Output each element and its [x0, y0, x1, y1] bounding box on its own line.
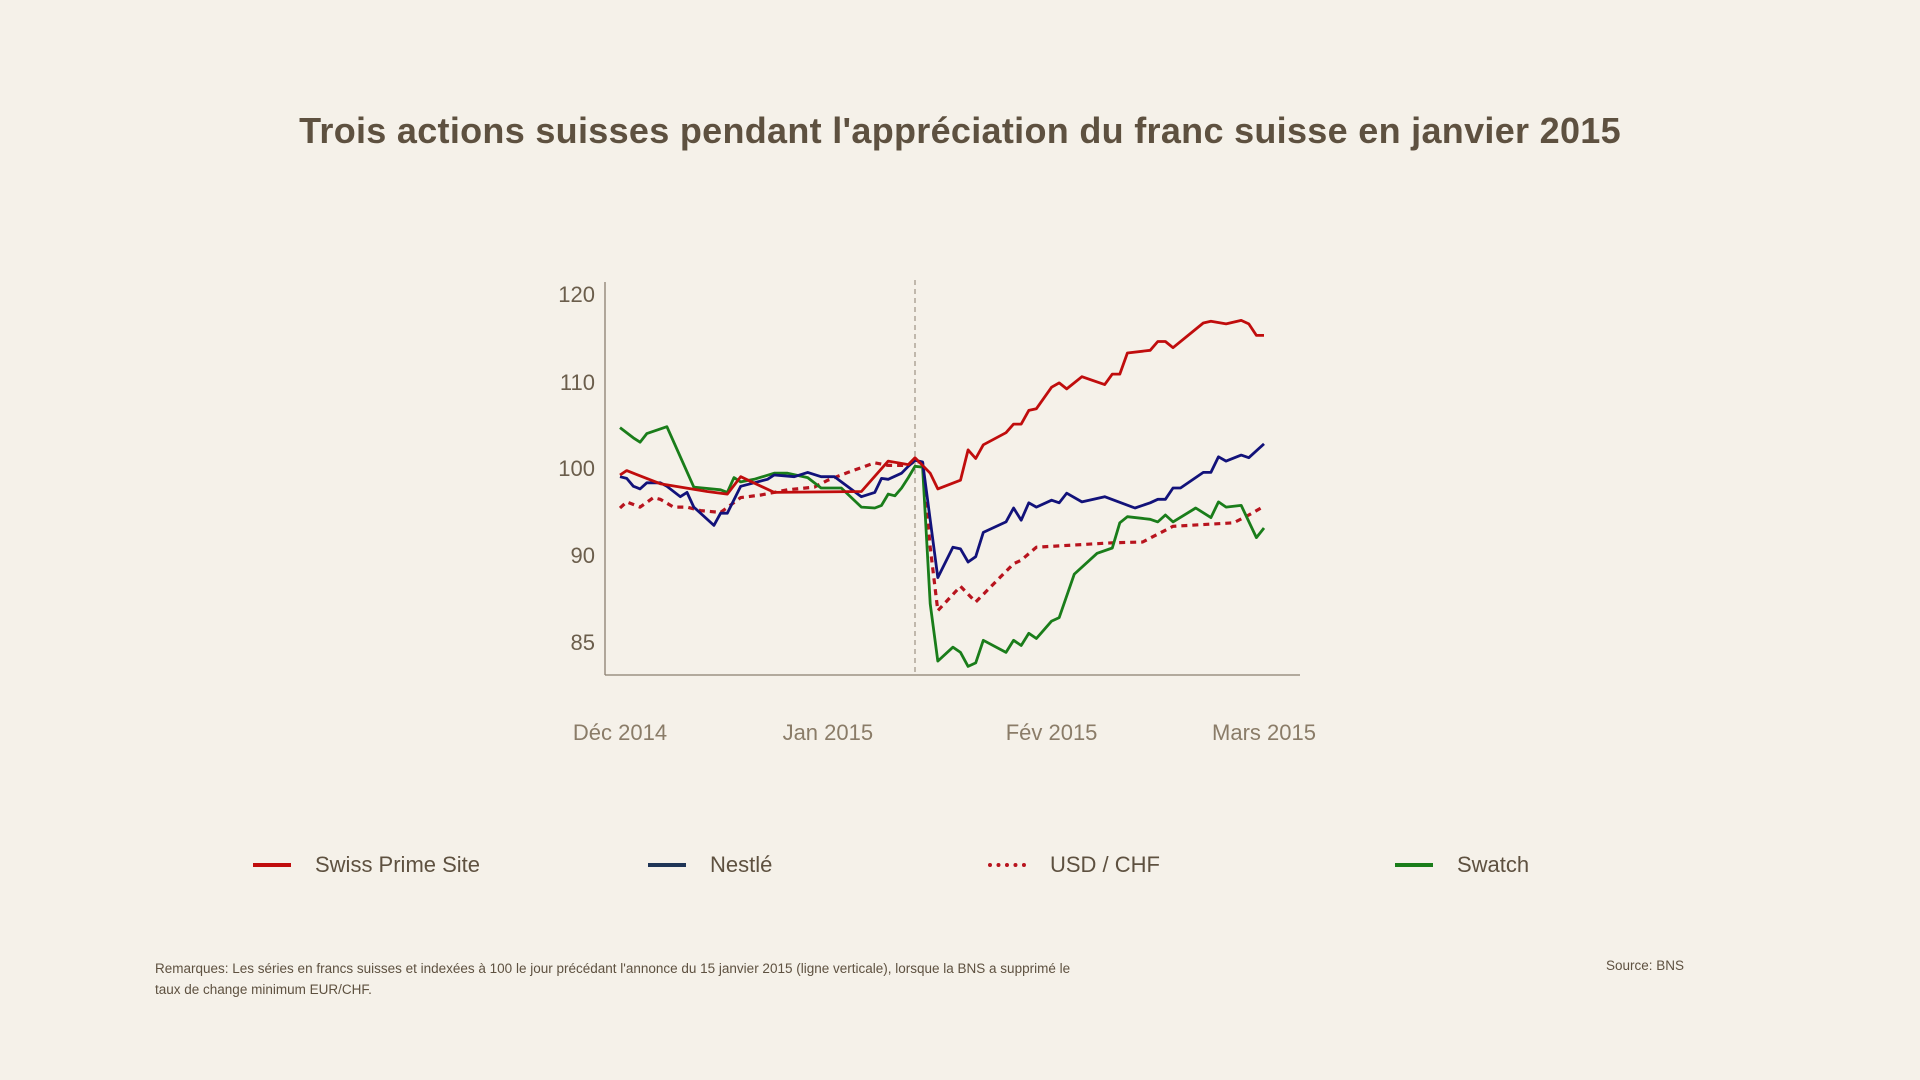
remarks-note: Remarques: Les séries en francs suisses … — [155, 961, 1071, 997]
series-line-swiss-prime-site — [619, 318, 1264, 496]
y-tick-label: 120 — [558, 282, 595, 307]
y-tick-label: 110 — [560, 370, 595, 395]
series-line-nestl- — [619, 442, 1265, 579]
legend-swatch — [253, 863, 291, 867]
y-tick-label: 90 — [571, 543, 595, 568]
x-tick-label: Fév 2015 — [1006, 720, 1098, 745]
legend-swatch — [988, 863, 1026, 867]
legend-label: Swatch — [1457, 852, 1530, 877]
legend-item-swiss-prime-site: Swiss Prime Site — [253, 848, 480, 882]
x-tick-label: Mars 2015 — [1212, 720, 1316, 745]
series-line-usd-chf — [618, 459, 1265, 613]
legend-item-swatch: Swatch — [1395, 848, 1529, 882]
x-tick-label: Jan 2015 — [783, 720, 874, 745]
legend-label: Nestlé — [710, 852, 773, 877]
x-tick-label: Déc 2014 — [573, 720, 667, 745]
legend-label: Swiss Prime Site — [315, 852, 481, 877]
y-tick-label: 85 — [571, 630, 595, 655]
legend-label: USD / CHF — [1050, 852, 1160, 877]
legend-swatch — [648, 863, 686, 867]
legend-item-nestle: Nestlé — [648, 848, 772, 882]
chart-title: Trois actions suisses pendant l'apprécia… — [299, 110, 1621, 151]
source-note: Source: BNS — [1606, 958, 1685, 973]
legend-swatch — [1395, 863, 1433, 867]
y-tick-label: 100 — [558, 456, 595, 481]
legend-item-usd-chf: USD / CHF — [988, 848, 1160, 882]
line-chart: 85 90 100 110 120 Déc 2014 Jan 2015 Fév 2015 Mar… — [558, 280, 1316, 745]
series-line-swatch — [619, 425, 1266, 668]
